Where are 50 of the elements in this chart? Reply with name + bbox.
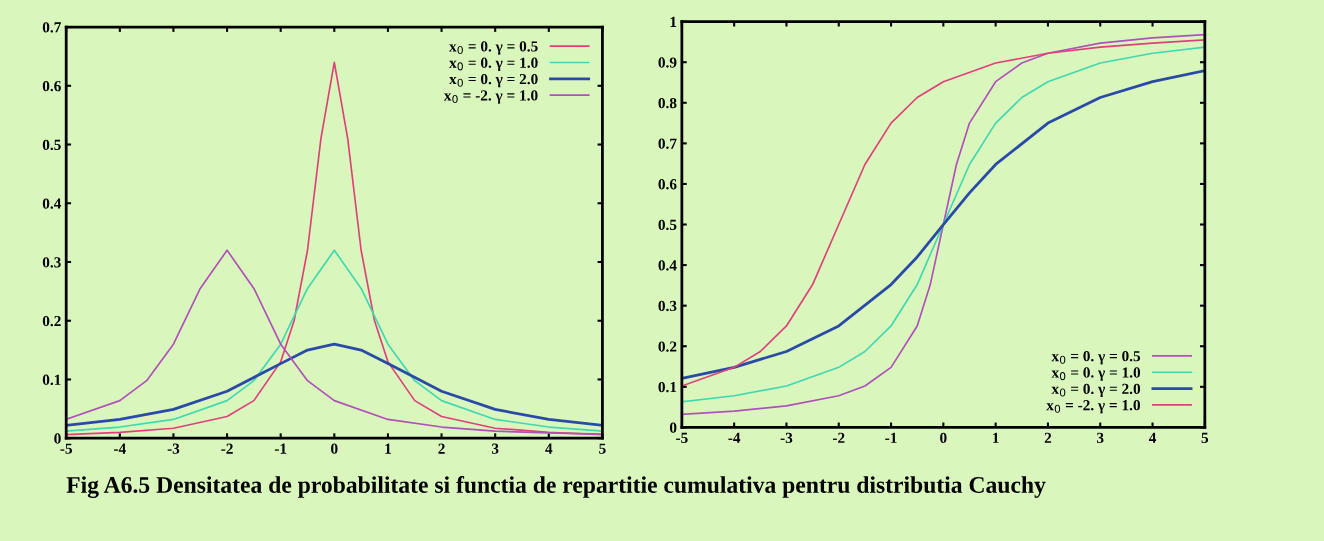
legend-label: x$_{0}$ = 0. γ = 2.0 — [449, 73, 538, 88]
x-tick-label: -5 — [676, 432, 688, 443]
x-tick-label: -1 — [885, 432, 897, 443]
y-tick-label: 0.4 — [42, 198, 62, 209]
x-tick-label: 5 — [1201, 432, 1209, 443]
legend-label: x$_{0}$ = 0. γ = 0.5 — [1051, 351, 1141, 365]
x-tick-label: -5 — [60, 443, 72, 454]
y-tick-label: 0.3 — [658, 300, 677, 312]
x-tick-label: 4 — [1148, 432, 1157, 443]
y-tick-label: 0 — [669, 422, 677, 433]
y-tick-label: 0.5 — [42, 139, 61, 151]
legend-label: x$_{0}$ = -2. γ = 1.0 — [443, 90, 538, 104]
y-tick-label: 0.8 — [658, 97, 677, 109]
legend-label: x$_{0}$ = 0. γ = 1.0 — [449, 57, 538, 72]
x-tick-label: 2 — [1044, 432, 1052, 443]
x-tick-label: 1 — [993, 432, 999, 443]
line-series — [66, 342, 603, 427]
y-tick-label: 0.1 — [658, 381, 677, 393]
x-tick-label: 1 — [385, 443, 391, 454]
legend-label: x$_{0}$ = -2. γ = 1.0 — [1046, 400, 1140, 414]
legend-label: x$_{0}$ = 0. γ = 1.0 — [1051, 367, 1141, 381]
y-tick-label: 0.7 — [42, 22, 61, 33]
y-tick-label: 0.6 — [658, 179, 677, 190]
y-tick-label: 0.5 — [658, 219, 677, 231]
x-tick-label: -3 — [780, 432, 793, 443]
x-tick-label: -2 — [221, 443, 233, 454]
x-tick-label: -4 — [728, 432, 741, 443]
x-tick-label: -3 — [167, 443, 180, 454]
x-tick-label: -2 — [832, 432, 845, 443]
y-tick-label: 0.6 — [42, 80, 61, 92]
y-tick-label: 0.4 — [658, 260, 677, 271]
y-tick-label: 0.3 — [42, 257, 61, 268]
y-tick-label: 0.1 — [42, 374, 61, 385]
legend-label: x$_{0}$ = 0. γ = 2.0 — [1051, 383, 1141, 398]
x-tick-label: -1 — [274, 443, 287, 454]
x-tick-label: 2 — [438, 443, 445, 454]
x-tick-label: 3 — [1097, 432, 1104, 443]
y-tick-label: 0.2 — [42, 315, 61, 327]
y-tick-label: 0.9 — [658, 57, 677, 68]
legend-label: x$_{0}$ = 0. γ = 0.5 — [449, 41, 538, 55]
x-tick-label: 3 — [491, 443, 499, 454]
x-tick-label: 4 — [545, 443, 553, 454]
x-tick-label: 5 — [599, 443, 606, 454]
x-tick-label: 0 — [940, 432, 947, 443]
y-tick-label: 0.2 — [658, 341, 677, 352]
y-tick-label: 0.7 — [658, 138, 677, 149]
y-tick-label: 1 — [670, 16, 677, 27]
x-tick-label: -4 — [114, 443, 126, 454]
x-tick-label: 0 — [331, 443, 338, 454]
caption: Fig A6.5 Densitatea de probabilitate si functia de repartitie cumulativa pentru distributia Cauchy — [66, 476, 1046, 498]
